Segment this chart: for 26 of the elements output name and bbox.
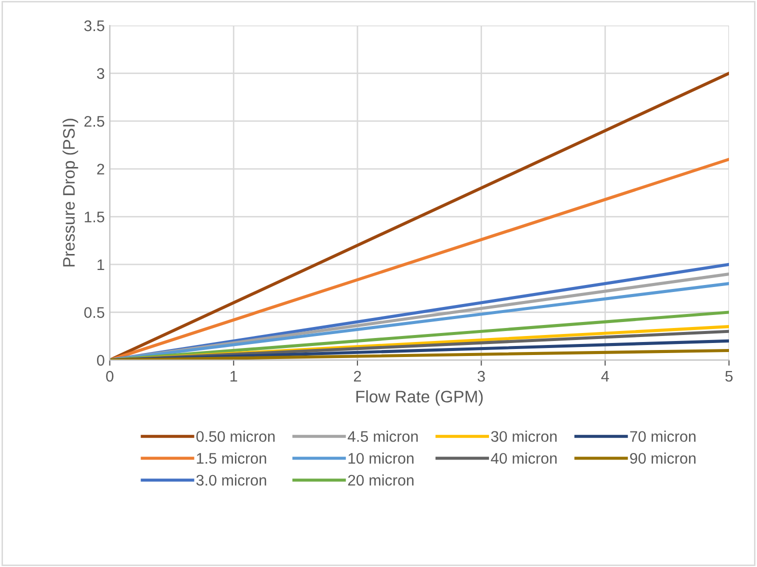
x-tick-label: 2 — [354, 370, 361, 382]
x-tick-label: 0 — [106, 370, 114, 382]
y-tick-label: 1 — [98, 259, 104, 270]
x-tick-label: 1 — [230, 371, 238, 382]
y-tick-label: 3.5 — [84, 20, 104, 32]
legend-label: 3.0 micron — [196, 474, 266, 486]
x-tick-label: 5 — [725, 371, 733, 382]
legend-label: 0.50 micron — [196, 430, 275, 442]
legend-label: 4.5 micron — [348, 430, 418, 442]
y-tick-label: 2.5 — [84, 116, 104, 127]
y-tick-label: 0 — [97, 354, 104, 366]
y-axis-title: Pressure Drop (PSI) — [62, 118, 78, 266]
legend-label: 40 micron — [490, 452, 557, 464]
y-tick-label: 2 — [97, 164, 104, 174]
y-tick-label: 1.5 — [84, 212, 104, 222]
x-tick-label: 3 — [478, 370, 485, 382]
legend-label: 90 micron — [630, 452, 696, 464]
legend-label: 70 micron — [630, 430, 696, 442]
legend-label: 20 micron — [348, 474, 414, 486]
y-tick-label: 3 — [96, 68, 104, 79]
x-tick-label: 4 — [601, 371, 609, 382]
legend-label: 30 micron — [491, 430, 557, 442]
x-axis-title: Flow Rate (GPM) — [356, 390, 483, 406]
legend-label: 1.5 micron — [196, 452, 266, 464]
legend-label: 10 micron — [348, 452, 414, 464]
y-tick-label: 0.5 — [84, 307, 104, 318]
